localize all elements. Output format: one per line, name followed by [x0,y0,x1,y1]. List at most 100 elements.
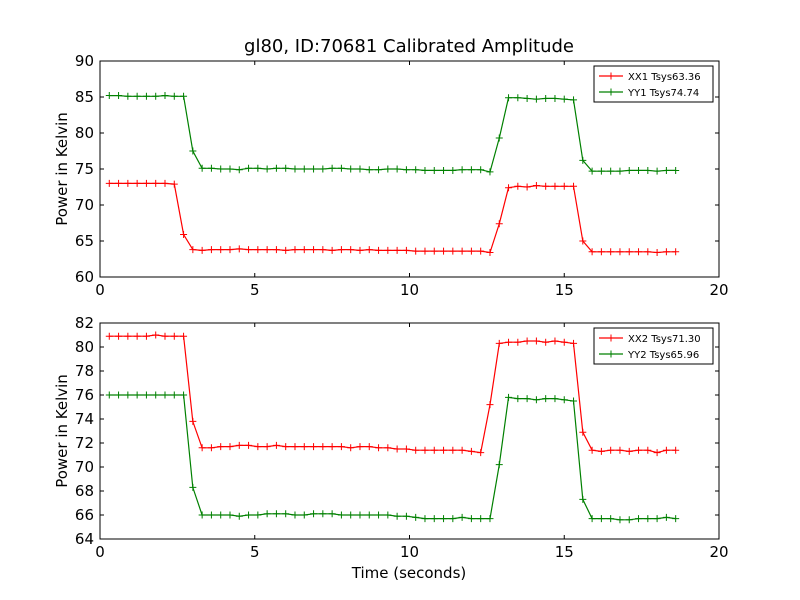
bottom-series-1-point [402,445,410,453]
top-series-1-point [644,248,652,256]
top-series-2-point [365,166,373,174]
bottom-series-1-point [505,338,513,346]
bottom-x-tick-label: 15 [555,543,574,561]
top-series-1-point [226,246,234,254]
bottom-series-1-point [291,443,299,451]
bottom-series-1-point [170,332,178,340]
bottom-y-tick-label: 78 [75,362,94,380]
bottom-series-1-point [579,428,587,436]
top-series-1-point [328,246,336,254]
top-series-1-point [300,246,308,254]
top-series-1-point [198,246,206,254]
bottom-series-2-point [514,395,522,403]
bottom-y-tick-label: 72 [75,434,94,452]
top-series-1-point [217,246,225,254]
top-series-2-point [310,165,318,173]
bottom-series-1-point [226,443,234,451]
bottom-series-2-point [384,511,392,519]
bottom-panel: 0 5 10 15 20 64 66 68 70 72 74 76 78 80 82 XX2 Tsys71.3… [75,314,729,561]
bottom-series-1-point [375,444,383,452]
top-series-2-point [412,166,420,174]
bottom-series-1-point [440,446,448,454]
top-series-2-point [328,164,336,172]
bottom-series-1-point [542,338,550,346]
top-series-1-point [347,246,355,254]
top-series-1-point [207,246,215,254]
top-series-1-point [393,246,401,254]
bottom-series-1-point [161,332,169,340]
top-series-1-point [514,182,522,190]
bottom-series-2-point [235,512,243,520]
top-series-1-point [384,246,392,254]
top-y-tick-label: 90 [75,52,94,70]
bottom-series-2-point [579,495,587,503]
bottom-series-2-point [588,515,596,523]
top-legend-marker-2 [607,88,615,96]
top-series-1-point [105,179,113,187]
top-series-2-point [625,166,633,174]
bottom-series-2-point [458,513,466,521]
top-series-2-point [532,95,540,103]
bottom-series-1-point [133,332,141,340]
top-series-1-point [625,248,633,256]
top-series-2-point [402,166,410,174]
top-series-1-point [133,179,141,187]
top-series-1-point [291,246,299,254]
top-series-2-point [616,167,624,175]
bottom-series-2-point [105,391,113,399]
bottom-series-1-point [607,446,615,454]
bottom-legend-marker-2 [607,350,615,358]
top-series-1-point [254,246,262,254]
x-axis-label: Time (seconds) [351,564,467,582]
bottom-series-2-point [319,510,327,518]
bottom-series-2-point [365,511,373,519]
bottom-series-2-point [505,393,513,401]
top-series-1-point [430,247,438,255]
bottom-series-1-point [365,443,373,451]
top-legend-label-1: XX1 Tsys63.36 [628,72,701,83]
bottom-legend-marker-1 [607,334,615,342]
chart-title: gl80, ID:70681 Calibrated Amplitude [244,36,574,57]
top-series-1-point [115,179,123,187]
bottom-series-1-point [189,417,197,425]
bottom-series-1-point [672,446,680,454]
bottom-y-tick-label: 76 [75,386,94,404]
top-y-tick-label: 60 [75,268,94,286]
top-series-2-point [393,165,401,173]
bottom-legend-label-2: YY2 Tsys65.96 [627,350,699,361]
top-series-1-point [319,246,327,254]
top-series-2-point [142,92,150,100]
bottom-series-1-point [152,331,160,339]
top-series-2-point [486,168,494,176]
top-series-2-point [282,164,290,172]
top-panel: 0 5 10 15 20 60 65 70 75 80 85 90 XX1 Tsys63.36 YY1 T… [75,52,729,299]
top-series-2-point [254,164,262,172]
top-series-2-point [579,156,587,164]
top-series-1-point [356,246,364,254]
top-series-1-point [245,246,253,254]
top-series-2-point [542,94,550,102]
bottom-series-2-point [272,510,280,518]
top-series-2-point [644,166,652,174]
bottom-series-2-point [662,513,670,521]
top-series-1-point [597,248,605,256]
bottom-series-2-point [189,483,197,491]
bottom-series-1-point [115,332,123,340]
bottom-series-1-point [384,444,392,452]
top-series-2-point [189,147,197,155]
bottom-y-axis-label: Power in Kelvin [53,374,71,488]
top-series-2-point [245,164,253,172]
bottom-series-2-point [124,391,132,399]
bottom-y-tick-label: 66 [75,506,94,524]
top-x-tick-label: 20 [709,281,728,299]
top-series-1-point [440,247,448,255]
top-y-axis-label: Power in Kelvin [53,112,71,226]
bottom-series-1-point [532,337,540,345]
top-series-2-point [319,165,327,173]
bottom-series-1-point [570,339,578,347]
bottom-series-2-point [115,391,123,399]
top-y-tick-label: 70 [75,196,94,214]
top-series-2-point [217,165,225,173]
bottom-y-tick-label: 64 [75,530,94,548]
